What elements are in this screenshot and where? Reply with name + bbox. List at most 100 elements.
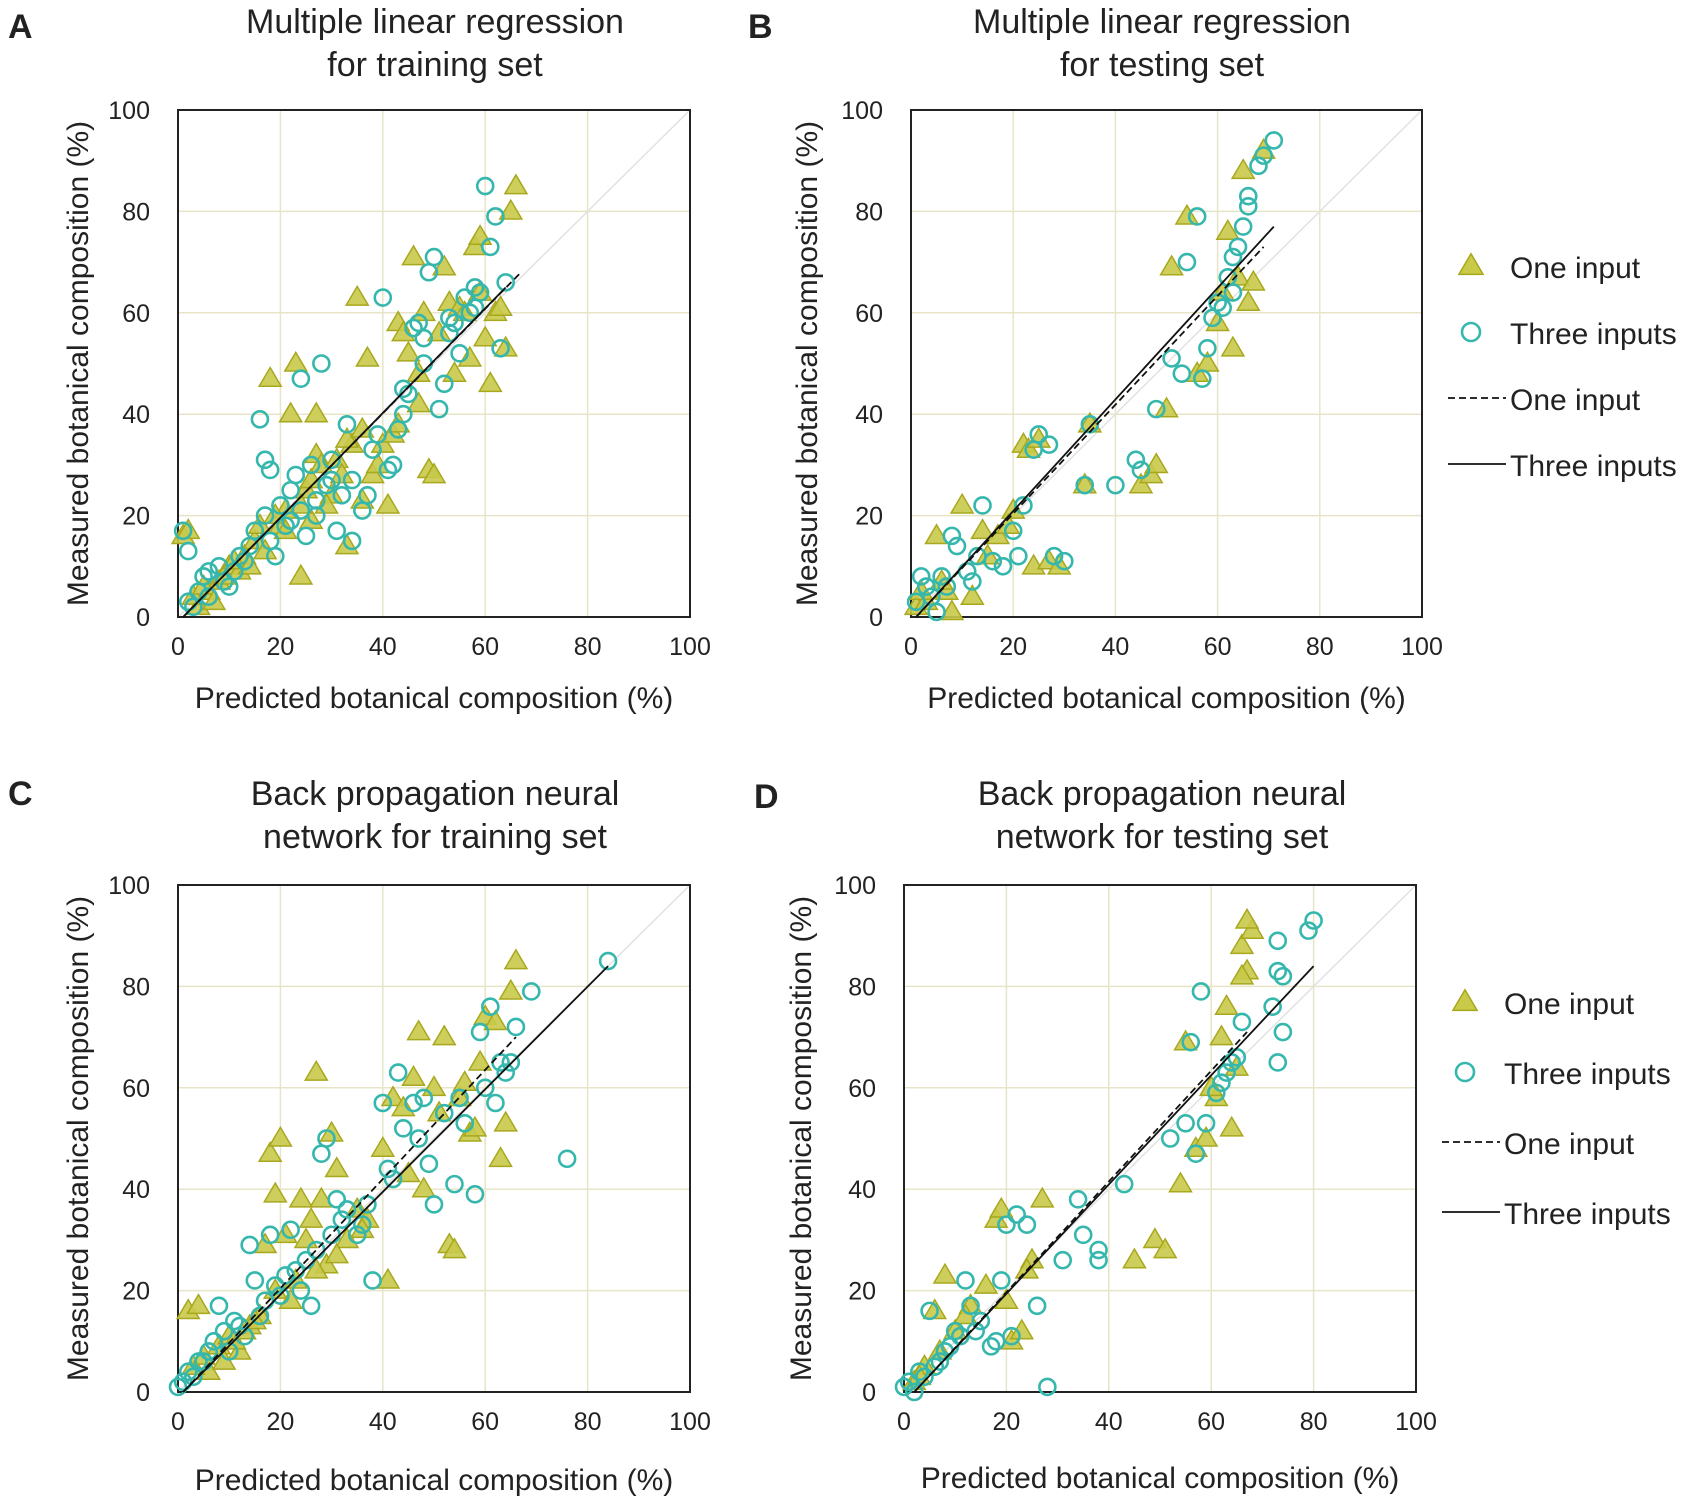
triangle-point [960, 584, 985, 606]
panel-D: D Back propagation neural network for test… [754, 775, 1671, 1495]
circle-point [1039, 435, 1059, 454]
triangle-point [1219, 1115, 1244, 1137]
circle-point [209, 1296, 229, 1316]
legend: One input Three inputs One input Three inpu… [1442, 988, 1671, 1231]
triangle-point [1230, 158, 1256, 180]
circle-point [945, 1321, 965, 1341]
circle-point [383, 455, 403, 475]
circle-point [1162, 349, 1181, 368]
triangle-point [421, 462, 447, 484]
x-tick-label: 80 [1306, 633, 1334, 661]
circle-point [260, 531, 280, 551]
panel-label: A [8, 8, 33, 46]
circle-point [450, 344, 469, 363]
circle-point [1192, 369, 1212, 389]
panel-A: A Multiple linear regression for training … [8, 3, 711, 715]
x-tick-label: 100 [669, 1408, 711, 1436]
circle-point [911, 567, 931, 586]
circle-point [281, 511, 300, 530]
circle-point [178, 541, 198, 561]
triangle-point [503, 948, 529, 970]
circle-point [404, 1093, 423, 1113]
circle-point [178, 592, 198, 612]
x-tick-label: 60 [471, 1408, 499, 1436]
x-tick-label: 40 [369, 633, 397, 661]
y-tick-label: 20 [855, 503, 883, 531]
circle-point [347, 1225, 367, 1245]
triangle-point [1235, 290, 1261, 311]
triangle-point [303, 1257, 329, 1279]
circle-point [286, 465, 306, 485]
circle-point [966, 1321, 985, 1341]
y-tick-label: 0 [862, 1379, 876, 1407]
circle-point [1053, 1250, 1073, 1270]
triangle-point [1174, 203, 1200, 225]
fit-line-three-inputs [913, 965, 1315, 1393]
fit-line-three-inputs [915, 226, 1275, 618]
circle-point [312, 354, 331, 373]
circle-point [1106, 475, 1125, 495]
series-three-inputs [906, 131, 1284, 622]
circle-point [1217, 1063, 1236, 1082]
triangle-point [467, 224, 493, 246]
legend-circle-icon [1460, 321, 1482, 343]
circle-point [486, 1093, 505, 1113]
triangle-point [1029, 1186, 1055, 1208]
triangle-point [406, 1019, 431, 1041]
triangle-point [370, 1135, 396, 1157]
circle-point [434, 1103, 454, 1123]
y-axis-label: Measured botanical composition (%) [791, 121, 824, 606]
triangle-point [421, 1075, 447, 1097]
fit-line-one-input [915, 246, 1265, 618]
circle-point [424, 247, 444, 267]
series-three-inputs [168, 951, 618, 1397]
triangle-point [278, 401, 303, 423]
circle-point [317, 1129, 336, 1148]
chart-title-line: Multiple linear regression [246, 3, 624, 41]
circle-point [1273, 1022, 1293, 1042]
circle-point [363, 1271, 382, 1290]
y-tick-label: 60 [122, 1075, 150, 1103]
circle-point [1299, 921, 1318, 940]
y-tick-label: 100 [834, 872, 876, 900]
triangle-point [488, 295, 513, 317]
legend-label: Three inputs [1510, 318, 1677, 351]
x-tick-label: 60 [1204, 633, 1232, 661]
triangle-point [1128, 472, 1154, 494]
circle-point [1126, 450, 1146, 470]
circle-point [332, 486, 352, 505]
x-tick-label: 40 [1101, 633, 1129, 661]
circle-point [455, 1113, 475, 1133]
x-axis-label: Predicted botanical composition (%) [195, 682, 674, 715]
legend-circle-icon [1454, 1061, 1476, 1083]
circle-point [358, 486, 377, 505]
triangle-point [396, 340, 421, 362]
legend-label: One input [1504, 1128, 1635, 1161]
circle-point [1228, 237, 1248, 257]
circle-point [414, 1088, 434, 1108]
triangle-point [227, 1338, 252, 1360]
circle-point [1038, 1377, 1057, 1397]
triangle-point [467, 1049, 493, 1071]
triangle-point [350, 487, 375, 509]
x-tick-label: 80 [574, 633, 602, 661]
circle-point [342, 470, 362, 490]
circle-point [291, 1281, 311, 1300]
triangle-point [375, 1267, 401, 1289]
triangle-point [1193, 1125, 1219, 1147]
triangle-point [1229, 963, 1255, 985]
circle-point [1009, 546, 1028, 566]
triangle-point [303, 401, 329, 423]
y-tick-label: 40 [855, 401, 883, 429]
circle-point [301, 455, 321, 475]
legend-triangle-icon [1457, 252, 1485, 276]
circle-point [199, 562, 219, 581]
circle-point [973, 496, 992, 515]
circle-point [1177, 252, 1197, 272]
x-tick-label: 0 [171, 633, 185, 661]
circle-point [342, 531, 362, 551]
y-tick-label: 100 [108, 872, 150, 900]
circle-point [424, 1195, 444, 1214]
panel-C: C Back propagation neural network for trai… [8, 775, 711, 1497]
circle-point [1014, 496, 1033, 515]
